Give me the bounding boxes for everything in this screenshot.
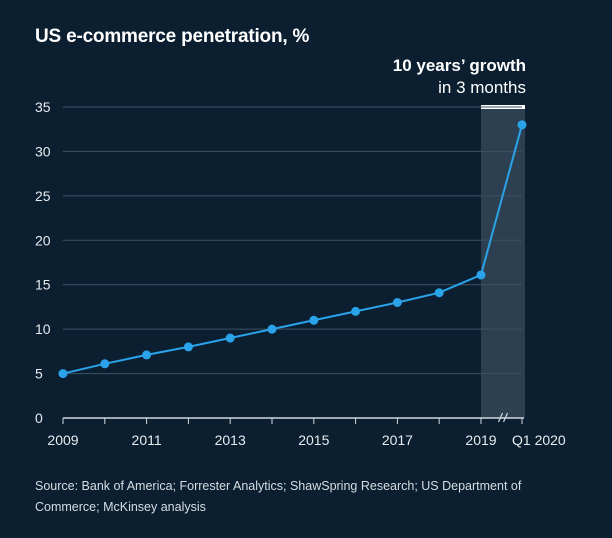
y-tick-label: 0 [35, 410, 43, 426]
y-tick-label: 30 [35, 143, 51, 159]
y-tick-label: 15 [35, 277, 51, 293]
source-note: Source: Bank of America; Forrester Analy… [35, 479, 522, 514]
data-point [225, 333, 235, 343]
data-point [267, 324, 277, 334]
data-point [392, 297, 402, 307]
axis-break-mark [497, 412, 504, 423]
x-tick-label: 2009 [47, 432, 78, 448]
y-tick-label: 35 [35, 99, 51, 115]
data-point [58, 369, 68, 379]
chart-title: US e-commerce penetration, % [35, 26, 310, 47]
data-point [309, 315, 319, 325]
data-point [434, 288, 444, 298]
y-tick-label: 5 [35, 366, 43, 382]
data-point [100, 359, 110, 369]
y-tick-label: 10 [35, 321, 51, 337]
data-point [351, 306, 361, 316]
x-tick-label: Q1 2020 [512, 432, 566, 448]
y-tick-label: 25 [35, 188, 51, 204]
highlight-callout: 10 years’ growth in 3 months [393, 55, 526, 99]
x-tick-label: 2017 [382, 432, 413, 448]
data-point [183, 342, 193, 352]
data-point [142, 350, 152, 360]
series-line [62, 124, 523, 375]
data-point [476, 270, 486, 280]
callout-subline: in 3 months [438, 78, 526, 97]
x-tick-label: 2015 [298, 432, 329, 448]
axis-break-mark [502, 412, 509, 423]
highlight-band [481, 107, 525, 418]
y-tick-label: 20 [35, 232, 51, 248]
x-tick-label: 2013 [215, 432, 246, 448]
data-point [517, 120, 527, 130]
x-tick-label: 2011 [132, 432, 162, 448]
callout-headline: 10 years’ growth [392, 56, 526, 75]
x-tick-label: 2019 [465, 432, 496, 448]
